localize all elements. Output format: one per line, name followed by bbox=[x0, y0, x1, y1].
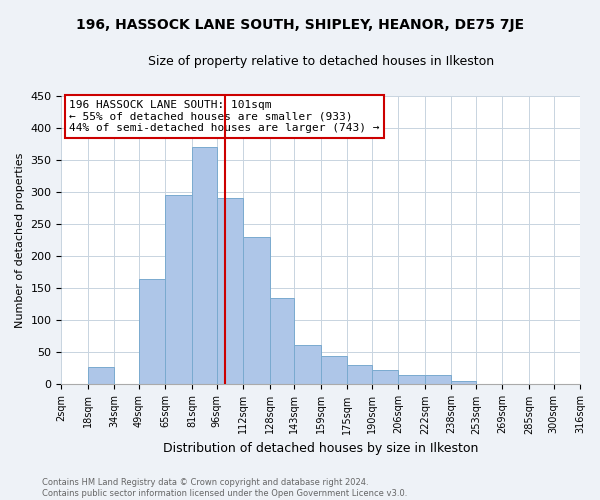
Bar bbox=[166, 195, 192, 384]
Bar bbox=[372, 370, 398, 384]
Bar bbox=[425, 376, 451, 384]
Bar bbox=[192, 147, 217, 384]
Bar bbox=[347, 365, 372, 384]
Bar bbox=[243, 237, 269, 384]
Bar bbox=[88, 367, 114, 384]
Bar bbox=[321, 356, 347, 384]
Bar bbox=[398, 376, 425, 384]
Bar bbox=[269, 298, 294, 384]
Title: Size of property relative to detached houses in Ilkeston: Size of property relative to detached ho… bbox=[148, 55, 494, 68]
Text: 196 HASSOCK LANE SOUTH: 101sqm
← 55% of detached houses are smaller (933)
44% of: 196 HASSOCK LANE SOUTH: 101sqm ← 55% of … bbox=[69, 100, 380, 133]
Bar bbox=[294, 344, 321, 385]
Y-axis label: Number of detached properties: Number of detached properties bbox=[15, 152, 25, 328]
Bar bbox=[451, 381, 476, 384]
Bar bbox=[217, 198, 243, 384]
Text: Contains HM Land Registry data © Crown copyright and database right 2024.
Contai: Contains HM Land Registry data © Crown c… bbox=[42, 478, 407, 498]
X-axis label: Distribution of detached houses by size in Ilkeston: Distribution of detached houses by size … bbox=[163, 442, 478, 455]
Bar bbox=[139, 278, 166, 384]
Text: 196, HASSOCK LANE SOUTH, SHIPLEY, HEANOR, DE75 7JE: 196, HASSOCK LANE SOUTH, SHIPLEY, HEANOR… bbox=[76, 18, 524, 32]
